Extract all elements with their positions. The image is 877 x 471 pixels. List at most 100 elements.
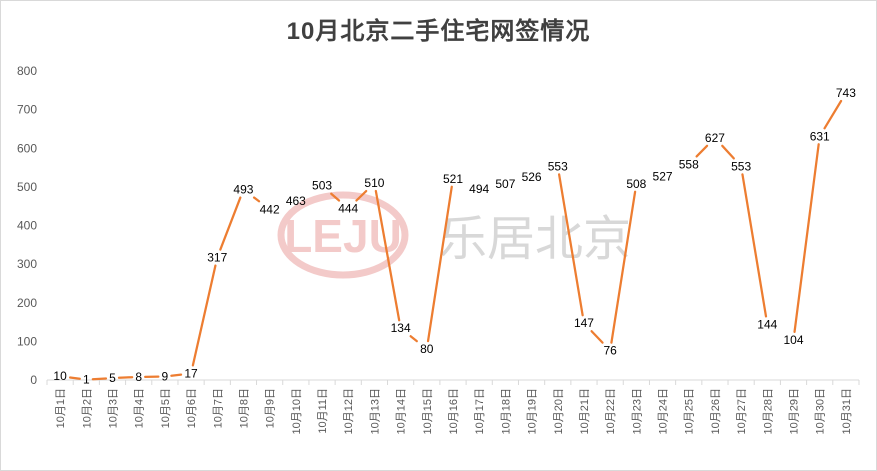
series-segment — [590, 330, 604, 344]
data-label: 9 — [162, 370, 169, 384]
data-label: 5 — [109, 371, 116, 385]
data-label: 10 — [53, 369, 67, 383]
x-tick-label: 10月11日 — [317, 388, 329, 434]
x-tick-label: 10月12日 — [343, 388, 355, 434]
y-tick-label: 500 — [17, 180, 37, 194]
y-tick-label: 700 — [17, 103, 37, 117]
x-tick-label: 10月9日 — [265, 388, 277, 428]
data-label: 743 — [836, 86, 856, 100]
x-tick-label: 10月20日 — [553, 388, 565, 434]
data-labels: 10 1 5 8 9 17 317 493 442 463 503 444 510 134 80 521 494… — [53, 86, 856, 387]
data-label: 521 — [443, 172, 463, 186]
series-segment — [610, 190, 637, 344]
series-segment — [426, 185, 453, 343]
x-tick-label: 10月15日 — [422, 388, 434, 434]
x-tick-label: 10月19日 — [527, 388, 539, 434]
watermark-logo-text: LEJU — [284, 210, 402, 262]
data-label: 553 — [548, 159, 568, 173]
x-tick-label: 10月22日 — [605, 388, 617, 434]
data-label: 463 — [286, 194, 306, 208]
series-segment — [557, 173, 584, 317]
data-label: 317 — [207, 251, 227, 265]
series-segment — [823, 99, 843, 130]
data-label: 631 — [810, 129, 830, 143]
x-tick-label: 10月24日 — [658, 388, 670, 434]
y-tick-label: 400 — [17, 219, 37, 233]
data-label: 493 — [233, 183, 253, 197]
x-tick-label: 10月26日 — [710, 388, 722, 434]
series-segment — [695, 144, 709, 158]
y-tick-label: 600 — [17, 141, 37, 155]
series-segment — [68, 376, 81, 380]
watermark: LEJU 乐居北京 — [277, 191, 631, 279]
series-segment — [741, 173, 768, 318]
series-segment — [219, 196, 242, 251]
x-tick-label: 10月4日 — [134, 388, 146, 428]
series-segment — [91, 377, 108, 381]
x-tick-label: 10月10日 — [291, 388, 303, 434]
x-tick-label: 10月16日 — [448, 388, 460, 434]
y-tick-label: 0 — [30, 373, 37, 387]
data-label: 104 — [784, 333, 804, 347]
y-tick-label: 200 — [17, 296, 37, 310]
x-tick-label: 10月23日 — [631, 388, 643, 434]
x-tick-label: 10月6日 — [186, 388, 198, 428]
data-label: 134 — [391, 321, 411, 335]
data-label: 553 — [731, 159, 751, 173]
data-label: 627 — [705, 131, 725, 145]
data-label: 558 — [679, 157, 699, 171]
x-tick-label: 10月30日 — [815, 388, 827, 434]
x-tick-label: 10月7日 — [212, 388, 224, 428]
data-label: 444 — [338, 202, 358, 216]
x-tick-label: 10月5日 — [160, 388, 172, 428]
data-label: 17 — [184, 366, 198, 380]
series-segment — [355, 189, 368, 202]
y-tick-label: 100 — [17, 334, 37, 348]
x-tick-label: 10月31日 — [841, 388, 853, 434]
series-segment — [191, 264, 217, 367]
data-label: 76 — [603, 344, 617, 358]
x-tick-label: 10月18日 — [500, 388, 512, 434]
x-tick-label: 10月1日 — [55, 388, 67, 428]
series-segment — [117, 376, 134, 379]
series-segment — [409, 335, 418, 343]
series-segment — [374, 189, 401, 322]
x-tick-label: 10月28日 — [762, 388, 774, 434]
series-segment — [330, 192, 341, 202]
data-label: 510 — [364, 176, 384, 190]
series-segment — [721, 144, 735, 160]
data-label: 8 — [135, 370, 142, 384]
y-tick-label: 300 — [17, 257, 37, 271]
chart-title: 10月北京二手住宅网签情况 — [286, 18, 591, 45]
x-tick-label: 10月2日 — [81, 388, 93, 428]
series-line — [68, 99, 843, 381]
x-tick-label: 10月25日 — [684, 388, 696, 434]
data-label: 80 — [420, 342, 434, 356]
x-tick-label: 10月14日 — [396, 388, 408, 434]
series-segment — [170, 373, 183, 377]
y-tick-label: 800 — [17, 64, 37, 78]
axes: 0 100 200 300 400 500 600 700 800 10月1日 10月2日 10月3日… — [17, 64, 860, 434]
data-label: 494 — [469, 182, 489, 196]
series-segment — [252, 196, 261, 203]
watermark-brand-text: 乐居北京 — [439, 211, 631, 267]
x-tick-label: 10月3日 — [107, 388, 119, 428]
data-label: 147 — [574, 316, 594, 330]
x-tick-label: 10月17日 — [474, 388, 486, 434]
series-segment — [793, 143, 820, 333]
x-tick-label: 10月27日 — [736, 388, 748, 434]
x-tick-label: 10月13日 — [369, 388, 381, 434]
data-label: 1 — [83, 373, 90, 387]
watermark-logo-ring — [277, 191, 409, 279]
data-label: 526 — [522, 170, 542, 184]
data-label: 508 — [626, 177, 646, 191]
data-label: 527 — [653, 169, 673, 183]
data-label: 144 — [757, 317, 777, 331]
x-tick-label: 10月21日 — [579, 388, 591, 434]
x-tick-label: 10月8日 — [238, 388, 250, 428]
data-label: 442 — [260, 202, 280, 216]
x-tick-label: 10月29日 — [789, 388, 801, 434]
data-label: 503 — [312, 179, 332, 193]
